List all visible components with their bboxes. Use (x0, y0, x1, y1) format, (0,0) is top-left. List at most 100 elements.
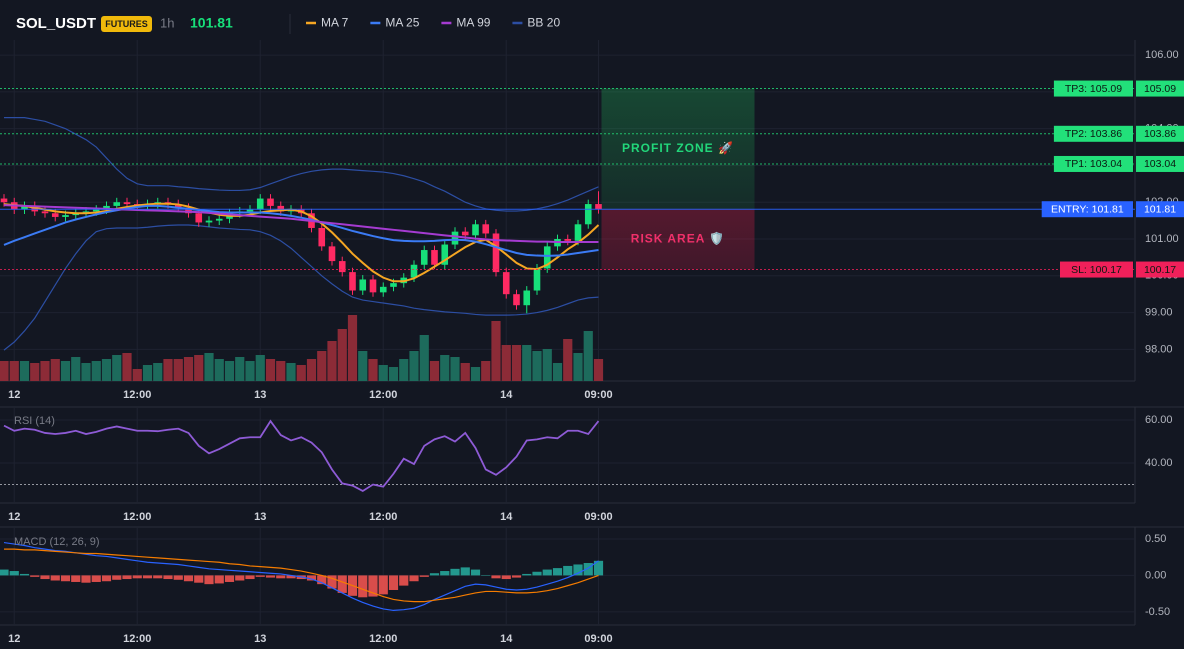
candle-body (338, 261, 346, 273)
axis-tag: 101.81 (1144, 203, 1176, 215)
x-tick-label: 12:00 (123, 511, 151, 523)
badge: FUTURES (105, 19, 148, 29)
histogram-bar (101, 575, 112, 582)
histogram-bar (399, 575, 409, 586)
histogram-bar (132, 575, 142, 579)
histogram-bar (19, 573, 30, 576)
volume-bar (132, 369, 142, 381)
y-tick-label: -0.50 (1145, 606, 1170, 618)
histogram-bar (317, 575, 327, 585)
histogram-bar (583, 563, 593, 576)
x-tick-label: 12:00 (369, 389, 397, 401)
volume-bar (224, 361, 235, 381)
volume-bar (60, 361, 71, 381)
histogram-bar (40, 575, 50, 580)
volume-bar (347, 315, 358, 381)
candle-body (246, 209, 254, 212)
candle-body (174, 204, 182, 208)
histogram-bar (501, 575, 511, 580)
histogram-bar (286, 575, 296, 579)
histogram-bar (378, 575, 388, 595)
y-tick-label: 0.50 (1145, 533, 1166, 545)
candle-body (595, 204, 602, 210)
x-tick-label: 14 (500, 633, 513, 645)
x-tick-label: 12:00 (123, 389, 151, 401)
volume-bar (399, 359, 409, 381)
volume-bar (122, 353, 132, 381)
volume-bar (583, 331, 593, 381)
volume-bar (153, 363, 163, 381)
histogram-bar (60, 575, 71, 582)
volume-bar (142, 365, 153, 381)
histogram-bar (0, 569, 9, 576)
x-tick-label: 12 (8, 389, 20, 401)
axis-tag-bg (1136, 80, 1184, 97)
x-tick-label: 12:00 (369, 511, 397, 523)
histogram-bar (183, 575, 194, 582)
volume-bar (470, 367, 481, 381)
histogram-bar (112, 575, 122, 580)
volume-bar (30, 363, 40, 381)
histogram-bar (50, 575, 60, 581)
zone-label: RISK AREA 🛡️ (631, 232, 725, 246)
histogram-bar (9, 571, 19, 576)
level-tag-bg (1053, 155, 1133, 172)
histogram-bar (327, 575, 337, 589)
rsi-line (3, 419, 600, 492)
volume-bar (214, 359, 224, 381)
level-tag: ENTRY: 101.81 (1051, 203, 1124, 215)
candle-body (564, 239, 572, 241)
candle-body (328, 246, 336, 262)
volume-bar (388, 367, 399, 381)
volume-bar (306, 359, 317, 381)
axis-tag: 100.17 (1144, 264, 1176, 276)
panel-title: MACD (12, 26, 9) (14, 536, 100, 548)
candle-body (318, 227, 326, 247)
zone-label: PROFIT ZONE 🚀 (622, 141, 734, 155)
x-tick-label: 09:00 (584, 511, 612, 523)
volume-bar (235, 357, 245, 381)
candle-body (195, 213, 203, 223)
candle-body (502, 272, 510, 295)
zone (601, 209, 755, 270)
volume-bar (9, 361, 19, 381)
candle-body (62, 215, 69, 217)
volume-bar (0, 361, 9, 381)
histogram-bar (409, 575, 419, 582)
candle-body (349, 272, 356, 291)
histogram-bar (245, 575, 255, 580)
histogram-bar (153, 575, 163, 579)
volume-bar (511, 345, 522, 381)
volume-bar (112, 355, 122, 381)
volume-bar (378, 365, 388, 381)
price: 101.81 (190, 15, 233, 31)
level-tag: SL: 100.17 (1071, 264, 1122, 276)
volume-bar (296, 365, 306, 381)
volume-bar (173, 359, 183, 381)
x-tick-label: 09:00 (584, 633, 612, 645)
y-tick-label: 106.00 (1145, 49, 1179, 61)
volume-bar (368, 359, 378, 381)
y-tick-label: 60.00 (1145, 414, 1173, 426)
axis-tag: 105.09 (1144, 83, 1176, 95)
candle-body (256, 198, 264, 210)
candle-body (482, 224, 490, 234)
candle-body (441, 244, 449, 265)
x-tick-label: 14 (500, 389, 513, 401)
candle-body (359, 279, 367, 291)
axis-tag-bg (1136, 155, 1184, 172)
x-tick-label: 12:00 (369, 633, 397, 645)
volume-bar (50, 359, 60, 381)
panel-title: RSI (14) (14, 415, 55, 427)
volume-bar (255, 355, 265, 381)
histogram-bar (593, 560, 604, 576)
histogram-bar (142, 575, 153, 579)
histogram-bar (337, 575, 347, 593)
level-tag: TP3: 105.09 (1065, 83, 1122, 95)
interval: 1h (160, 15, 174, 30)
histogram-bar (30, 575, 40, 577)
histogram-bar (204, 575, 214, 585)
